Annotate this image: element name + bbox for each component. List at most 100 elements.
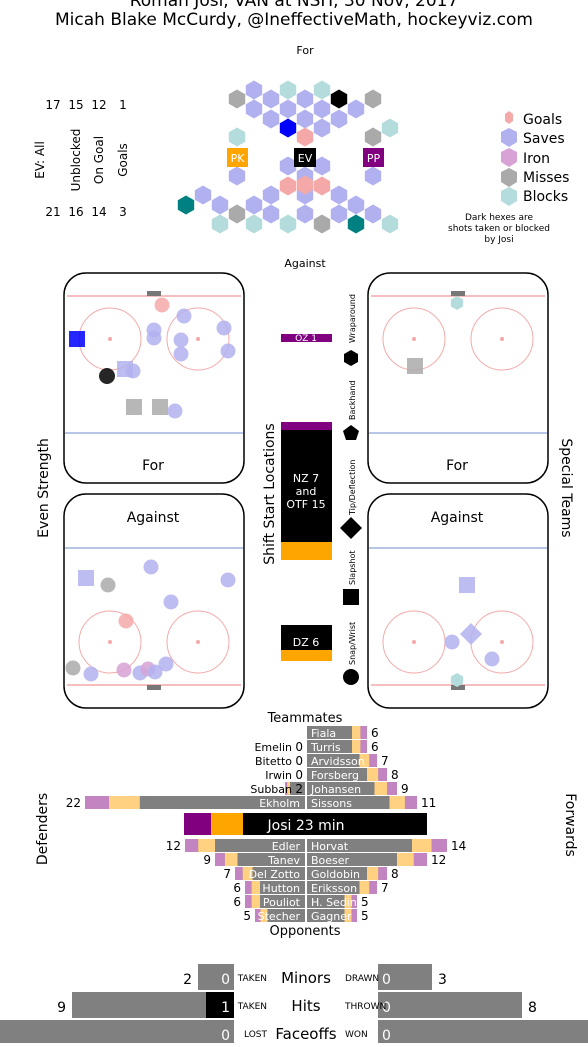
teammate-forward-row-5: Sissons 11	[307, 796, 436, 810]
teammate-defender-row-4: Ekholm 22	[66, 796, 305, 810]
event-label-0: Minors	[281, 969, 331, 987]
wraparound-marker	[344, 350, 358, 366]
opponent-forward-value-1: 12	[431, 853, 446, 867]
es-for-shot-5	[173, 332, 189, 348]
es-for-shot-7	[220, 343, 236, 359]
opponent-forward-row-3: Eriksson 7	[307, 881, 389, 895]
teammate-forward-name-4: Johansen	[310, 783, 361, 796]
shot-type-tip: Tip/Deflection	[348, 460, 357, 516]
teammate-forward-bar-pk-1	[352, 740, 361, 753]
teammate-defender-name-2: Irwin	[265, 769, 292, 782]
opponent-defender-bar-pp-5	[255, 909, 261, 922]
event-right-label-1: THROWN	[344, 1002, 386, 1012]
rink-es-against-faceoff-circle-0	[78, 610, 142, 674]
es-ag-shot-2	[220, 572, 236, 588]
teammate-defender-row-3: Subban 2	[250, 782, 305, 796]
event-row-faceoffs: 150120LOSTFaceoffsWON	[0, 1020, 588, 1046]
opponent-defender-bar-pp-3	[245, 881, 252, 894]
st-ag-shot-0	[444, 634, 460, 650]
event-left-own-bar-0	[224, 964, 234, 990]
opponent-defender-bar-pk-4	[251, 895, 260, 908]
es-ag-shot-4	[118, 613, 134, 629]
zone-nz-pp-bar	[281, 422, 332, 430]
opponent-defender-value-0: 12	[166, 839, 181, 853]
opponent-defender-name-0: Edler	[272, 840, 301, 853]
st-ag-shot-square-0	[459, 577, 475, 593]
event-left-own-bar-2	[224, 1020, 234, 1046]
hex-bin-17	[313, 118, 331, 138]
opponent-defender-bar-pk-0	[198, 839, 215, 852]
hex-bin-30	[245, 195, 263, 215]
teammate-forward-name-2: Arvidsson	[311, 755, 365, 768]
opponent-forward-value-2: 8	[391, 867, 399, 881]
opponent-forward-row-4: H. Sedin 5	[307, 895, 369, 909]
legend-goals-label: Goals	[523, 112, 562, 128]
event-label-1: Hits	[291, 997, 320, 1015]
st-ag-block-hex	[450, 673, 464, 687]
teammate-forward-row-3: Forsberg 8	[307, 768, 399, 782]
hex-bin-10	[279, 99, 297, 119]
hex-bin-4	[296, 89, 314, 109]
es-ag-shot-0	[100, 577, 116, 593]
rink-st-for-boards	[367, 272, 549, 484]
teammate-forward-bar-pp-5	[404, 796, 417, 809]
rink-es-for	[63, 272, 245, 484]
event-right-count-1: 8	[528, 1000, 537, 1016]
opponent-defender-name-3: Hutton	[262, 882, 300, 895]
event-left-label-1: TAKEN	[237, 1002, 267, 1012]
teammate-forward-bar-pk-3	[367, 768, 379, 781]
teammate-forward-row-2: Arvidsson 7	[307, 754, 389, 768]
zone-dz-ev-bar	[281, 625, 332, 650]
shot-type-backhand: Backhand	[348, 380, 357, 420]
es-ag-shot-3	[163, 594, 179, 610]
rink-st-against-faceoff-dot-0	[412, 640, 416, 644]
forwards-label: Forwards	[562, 793, 578, 857]
opponent-defender-row-0: Edler 12	[166, 839, 305, 853]
event-right-bar-2	[378, 1020, 588, 1046]
opponent-forward-bar-pk-3	[359, 881, 370, 894]
hex-bin-6	[330, 89, 348, 109]
hex-bin-47	[296, 175, 314, 195]
teammate-forward-bar-pp-4	[387, 782, 397, 795]
st-ag-shot-1	[484, 651, 500, 667]
rink-st-for-label: For	[446, 458, 468, 474]
hex-bin-14	[347, 99, 365, 119]
special-teams-label: Special Teams	[558, 438, 574, 537]
event-left-own-count-2: 0	[221, 1028, 230, 1043]
st-for-shot-square-0	[407, 358, 423, 374]
es-ag-shot-square-0	[78, 570, 94, 586]
opponent-forward-bar-pp-3	[369, 881, 377, 894]
hex-bin-0	[228, 89, 246, 109]
hex-bin-12	[313, 99, 331, 119]
opponents-label: Opponents	[269, 924, 340, 939]
opponent-forward-row-0: Horvat 14	[307, 839, 466, 853]
teammate-defender-name-0: Emelin	[254, 741, 292, 754]
ev-all-label: EV: All	[33, 141, 47, 179]
col-label-ongoal: On Goal	[92, 136, 106, 184]
against-count-ongoal: 14	[91, 205, 106, 219]
opponent-defender-value-3: 6	[233, 881, 241, 895]
teammate-defender-value-4: 22	[66, 796, 81, 810]
hex-bin-1	[245, 80, 263, 100]
event-bars: 2030TAKENMinorsDRAWN9180TAKENHitsTHROWN1…	[0, 964, 588, 1046]
hex-bin-28	[211, 195, 229, 215]
opponent-forward-value-5: 5	[361, 909, 369, 923]
opponent-forward-name-5: Gagner	[311, 910, 352, 923]
josi-toi-label: Josi 23 min	[267, 818, 345, 834]
teammate-forward-value-5: 11	[421, 796, 436, 810]
hex-bin-41	[262, 204, 280, 224]
opponent-forward-value-0: 14	[451, 839, 466, 853]
zone-nz-label-2: and	[296, 485, 317, 498]
opponent-forward-value-3: 7	[381, 881, 389, 895]
teammate-forward-name-1: Turris	[310, 741, 341, 754]
rink-st-for-faceoff-dot-0	[412, 337, 416, 341]
hex-bin-18	[228, 127, 246, 147]
backhand-marker	[343, 425, 359, 440]
chart-title: Roman Josi, VAN at NSH, 30 Nov, 2017	[130, 0, 459, 11]
defenders-label: Defenders	[35, 793, 51, 865]
event-row-minors: 2 0 3 0 TAKEN Minors DRAWN	[183, 964, 447, 990]
es-for-shot-josi-square	[69, 331, 85, 347]
hex-bin-9	[262, 109, 280, 129]
rinks	[63, 272, 549, 709]
